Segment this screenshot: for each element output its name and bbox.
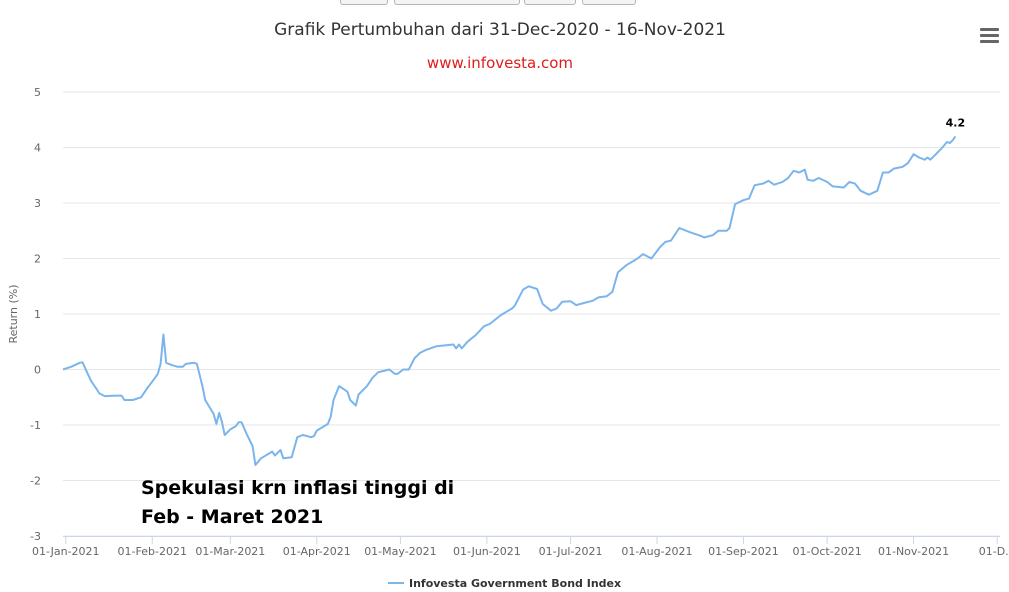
chart-subtitle[interactable]: www.infovesta.com	[426, 54, 574, 72]
annotation-line-1: Spekulasi krn inflasi tinggi di	[141, 477, 455, 499]
annotation-line-2: Feb - Maret 2021	[141, 506, 324, 528]
x-tick-label: 01-Aug-2021	[621, 545, 692, 558]
y-tick-label: 1	[34, 308, 41, 321]
x-tick-label: 01-Feb-2021	[118, 545, 187, 558]
x-tick-label: 01-Sep-2021	[708, 545, 779, 558]
y-axis-ticks: 5 4 3 2 1 0 -1 -2 -3	[30, 86, 41, 543]
y-tick-label: 5	[34, 86, 41, 99]
y-axis-label: Return (%)	[7, 284, 20, 343]
x-tick-label: 01-Mar-2021	[195, 545, 265, 558]
y-tick-label: -3	[30, 530, 41, 543]
y-tick-label: 3	[34, 197, 41, 210]
y-tick-label: -1	[30, 419, 41, 432]
x-tick-label: 01-Jan-2021	[32, 545, 100, 558]
y-tick-label: -2	[30, 475, 41, 488]
chart-title: Grafik Pertumbuhan dari 31-Dec-2020 - 16…	[274, 20, 726, 40]
x-tick-label: 01-Jul-2021	[539, 545, 603, 558]
x-tick-label: 01-D...	[979, 545, 1009, 558]
toolbar-button-1[interactable]	[340, 0, 388, 5]
last-value-label: 4.2	[946, 116, 966, 129]
x-tick-label: 01-Jun-2021	[453, 545, 521, 558]
y-tick-label: 4	[34, 142, 41, 155]
legend-label[interactable]: Infovesta Government Bond Index	[409, 576, 622, 590]
series-group	[62, 135, 957, 466]
y-tick-label: 2	[34, 253, 41, 266]
legend-swatch	[388, 582, 404, 584]
annotation-text: Spekulasi krn inflasi tinggi di Feb - Ma…	[141, 474, 454, 532]
legend[interactable]: Infovesta Government Bond Index	[388, 576, 621, 590]
toolbar-button-3[interactable]	[524, 0, 576, 5]
series-line[interactable]	[62, 135, 957, 466]
x-tick-label: 01-Oct-2021	[792, 545, 861, 558]
hamburger-menu-icon[interactable]	[980, 28, 999, 44]
x-tick-label: 01-May-2021	[364, 545, 436, 558]
grid-lines	[63, 91, 1000, 537]
x-tick-label: 01-Apr-2021	[283, 545, 351, 558]
toolbar-button-2[interactable]	[394, 0, 520, 5]
x-axis-ticks: 01-Jan-2021 01-Feb-2021 01-Mar-2021 01-Apr-…	[32, 536, 1009, 558]
y-tick-label: 0	[34, 364, 41, 377]
x-tick-label: 01-Nov-2021	[878, 545, 949, 558]
toolbar-button-4[interactable]	[582, 0, 636, 5]
